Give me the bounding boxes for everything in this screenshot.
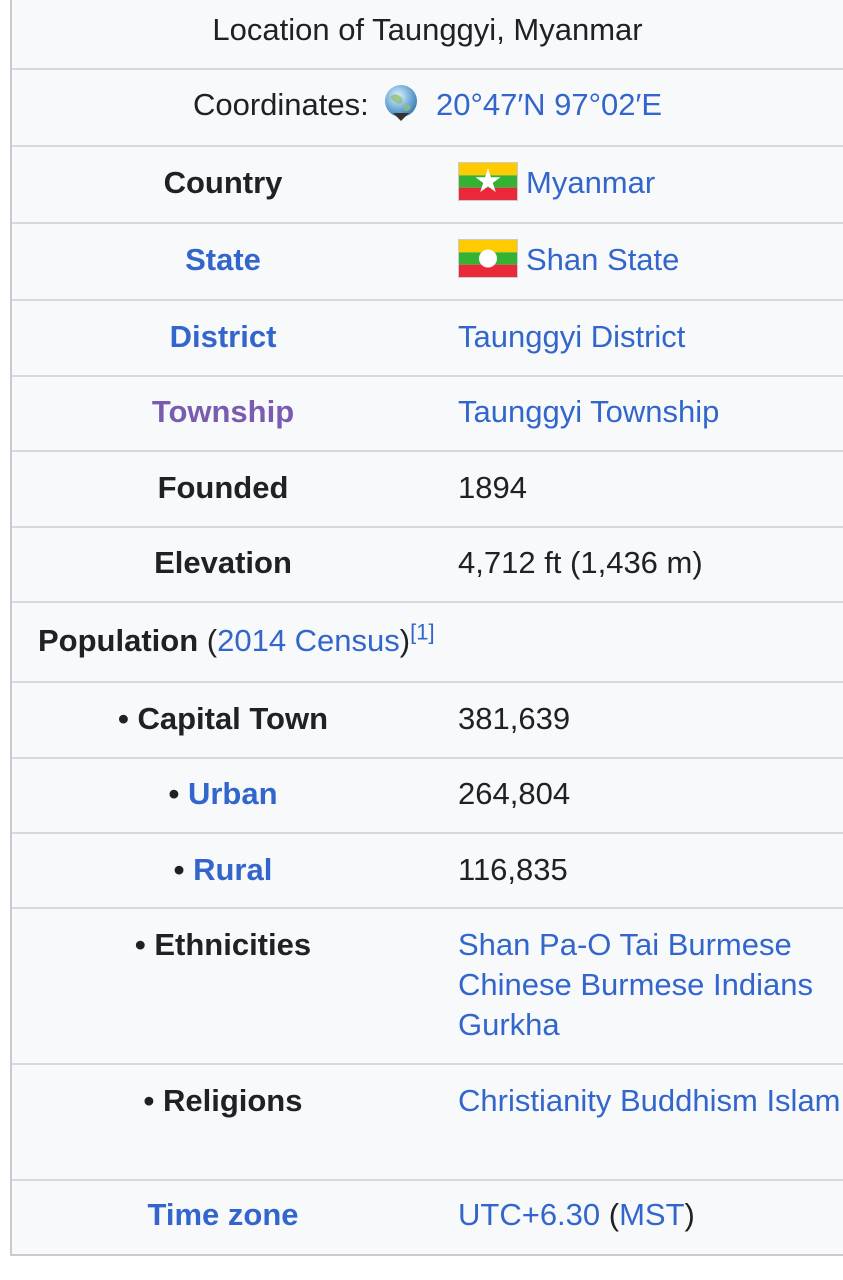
myanmar-flag-icon[interactable] [458, 162, 518, 202]
urban-value: 264,804 [458, 776, 571, 811]
religion-link[interactable]: Christianity [458, 1083, 612, 1118]
township-label-link[interactable]: Township [151, 394, 295, 429]
row-district: District Taunggyi District [12, 301, 843, 377]
population-open-paren: ( [198, 623, 218, 658]
capital-town-text: Capital Town [137, 701, 329, 736]
time-zone-label-link[interactable]: Time zone [147, 1197, 299, 1232]
bullet: • [117, 701, 138, 736]
ethnicity-link[interactable]: Shan [458, 927, 531, 962]
religion-link[interactable]: Buddhism [619, 1083, 758, 1118]
map-caption: Location of Taunggyi, Myanmar [212, 12, 643, 47]
elevation-label: Elevation [154, 545, 292, 580]
bullet: • [134, 927, 155, 962]
map-caption-row: Location of Taunggyi, Myanmar [12, 0, 843, 70]
globe-icon[interactable] [381, 83, 421, 123]
capital-town-value: 381,639 [458, 701, 571, 736]
rural-label: • Rural [12, 852, 434, 888]
census-link[interactable]: 2014 Census [217, 623, 400, 658]
capital-town-label: • Capital Town [12, 701, 434, 737]
founded-label: Founded [157, 470, 289, 505]
row-time-zone: Time zone UTC+6.30 (MST) [12, 1181, 843, 1254]
elevation-value: 4,712 ft (1,436 m) [458, 545, 703, 580]
district-label-link[interactable]: District [169, 319, 277, 354]
bullet: • [173, 852, 194, 887]
district-value: Taunggyi District [458, 317, 843, 357]
row-township: Township Taunggyi Township [12, 377, 843, 452]
time-zone-open-paren: ( [600, 1197, 620, 1232]
urban-link[interactable]: Urban [187, 776, 278, 811]
coordinates-row: Coordinates: 20°47′N 97°0 [12, 70, 843, 147]
infobox: Location of Taunggyi, Myanmar Coordinate… [10, 0, 843, 1256]
ethnicity-link[interactable]: Pa-O [539, 927, 612, 962]
township-value: Taunggyi Township [458, 392, 843, 432]
religions-value: Christianity Buddhism Islam [458, 1081, 843, 1121]
population-label: Population [38, 623, 199, 658]
population-header: Population (2014 Census)[1] [38, 619, 435, 659]
founded-value: 1894 [458, 470, 527, 505]
religions-text: Religions [162, 1083, 303, 1118]
time-zone-value: UTC+6.30 (MST) [458, 1195, 843, 1235]
row-ethnicities: • Ethnicities Shan Pa-O Tai Burmese Chin… [12, 909, 843, 1065]
country-value: Myanmar [458, 162, 843, 204]
ethnicity-link[interactable]: Gurkha [458, 1007, 560, 1042]
state-link[interactable]: Shan State [526, 242, 680, 277]
district-link[interactable]: Taunggyi District [458, 319, 686, 354]
row-rural: • Rural 116,835 [12, 834, 843, 909]
ethnicity-link[interactable]: Tai Burmese [619, 927, 792, 962]
ethnicities-value: Shan Pa-O Tai Burmese Chinese Burmese In… [458, 925, 843, 1045]
ethnicity-link[interactable]: Chinese Burmese [458, 967, 705, 1002]
utc-offset-link[interactable]: UTC+6.30 [458, 1197, 601, 1232]
row-elevation: Elevation 4,712 ft (1,436 m) [12, 528, 843, 603]
religions-label: • Religions [12, 1083, 434, 1119]
urban-label: • Urban [12, 776, 434, 812]
coordinates: Coordinates: 20°47′N 97°0 [12, 85, 843, 127]
rural-value: 116,835 [458, 852, 568, 887]
rural-link[interactable]: Rural [193, 852, 273, 887]
coordinates-label: Coordinates: [192, 87, 369, 123]
state-label-link[interactable]: State [185, 242, 261, 277]
reference-link[interactable]: [1] [410, 619, 435, 645]
row-country: Country Myanmar [12, 147, 843, 224]
state-value: Shan State [458, 239, 843, 281]
row-capital-town: • Capital Town 381,639 [12, 683, 843, 759]
ethnicities-text: Ethnicities [154, 927, 312, 962]
coordinates-link[interactable]: 20°47′N 97°02′E [436, 87, 663, 123]
ethnicity-link[interactable]: Indians [713, 967, 813, 1002]
population-close-paren: ) [399, 623, 411, 658]
ethnicities-label: • Ethnicities [12, 927, 434, 963]
mst-link[interactable]: MST [619, 1197, 685, 1232]
country-link[interactable]: Myanmar [526, 165, 656, 200]
shan-state-flag-icon[interactable] [458, 239, 518, 279]
row-religions: • Religions Christianity Buddhism Islam [12, 1065, 843, 1181]
township-link[interactable]: Taunggyi Township [458, 394, 720, 429]
country-label: Country [163, 165, 283, 200]
row-urban: • Urban 264,804 [12, 759, 843, 834]
bullet: • [168, 776, 188, 811]
row-founded: Founded 1894 [12, 452, 843, 528]
bullet: • [143, 1083, 163, 1118]
religion-link[interactable]: Islam [766, 1083, 841, 1118]
row-population-header: Population (2014 Census)[1] [12, 603, 843, 683]
time-zone-close-paren: ) [684, 1197, 695, 1232]
row-state: State Shan State [12, 224, 843, 301]
